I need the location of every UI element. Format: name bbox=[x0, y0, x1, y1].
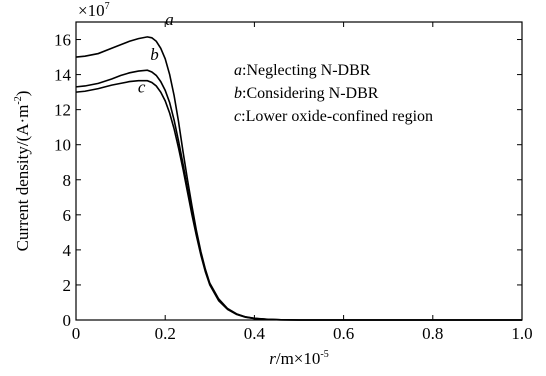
y-axis-label: Current density/(A·m-2) bbox=[13, 91, 32, 252]
tick-marks bbox=[75, 22, 523, 321]
y-tick-label-1: 2 bbox=[63, 276, 72, 295]
x-tick-label-1: 0.2 bbox=[155, 324, 176, 343]
x-tick-label-3: 0.6 bbox=[333, 324, 354, 343]
curve-labels: abc bbox=[138, 10, 174, 97]
y-tick-label-8: 16 bbox=[54, 31, 71, 50]
x-axis-label: r/m×10-5 bbox=[269, 349, 329, 368]
series-c bbox=[75, 79, 522, 321]
y-tick-label-4: 8 bbox=[63, 171, 72, 190]
y-tick-label-2: 4 bbox=[63, 241, 72, 260]
x-tick-label-5: 1.0 bbox=[511, 324, 532, 343]
curve-label-c: c bbox=[138, 78, 146, 97]
x-tick-label-0: 0 bbox=[72, 324, 81, 343]
y-exponent-label: ×107 bbox=[78, 1, 110, 20]
y-tick-label-5: 10 bbox=[54, 136, 71, 155]
y-tick-label-0: 0 bbox=[63, 311, 72, 330]
x-tick-label-4: 0.8 bbox=[422, 324, 443, 343]
tick-labels: 0 0.2 0.4 0.6 0.8 1.0 0 2 4 6 8 10 12 14 16 bbox=[54, 31, 533, 343]
series-lines bbox=[75, 36, 522, 321]
legend: a:Neglecting N-DBR b:Considering N-DBR c… bbox=[234, 62, 433, 125]
y-tick-label-6: 12 bbox=[54, 101, 71, 120]
y-tick-label-3: 6 bbox=[63, 206, 72, 225]
legend-entry-c: c:Lower oxide-confined region bbox=[234, 108, 433, 125]
curve-label-a: a bbox=[165, 10, 174, 29]
curve-label-b: b bbox=[150, 45, 159, 64]
legend-entry-a: a:Neglecting N-DBR bbox=[234, 62, 371, 79]
x-tick-label-2: 0.4 bbox=[244, 324, 266, 343]
legend-entry-b: b:Considering N-DBR bbox=[234, 85, 379, 102]
y-tick-label-7: 14 bbox=[54, 66, 72, 85]
